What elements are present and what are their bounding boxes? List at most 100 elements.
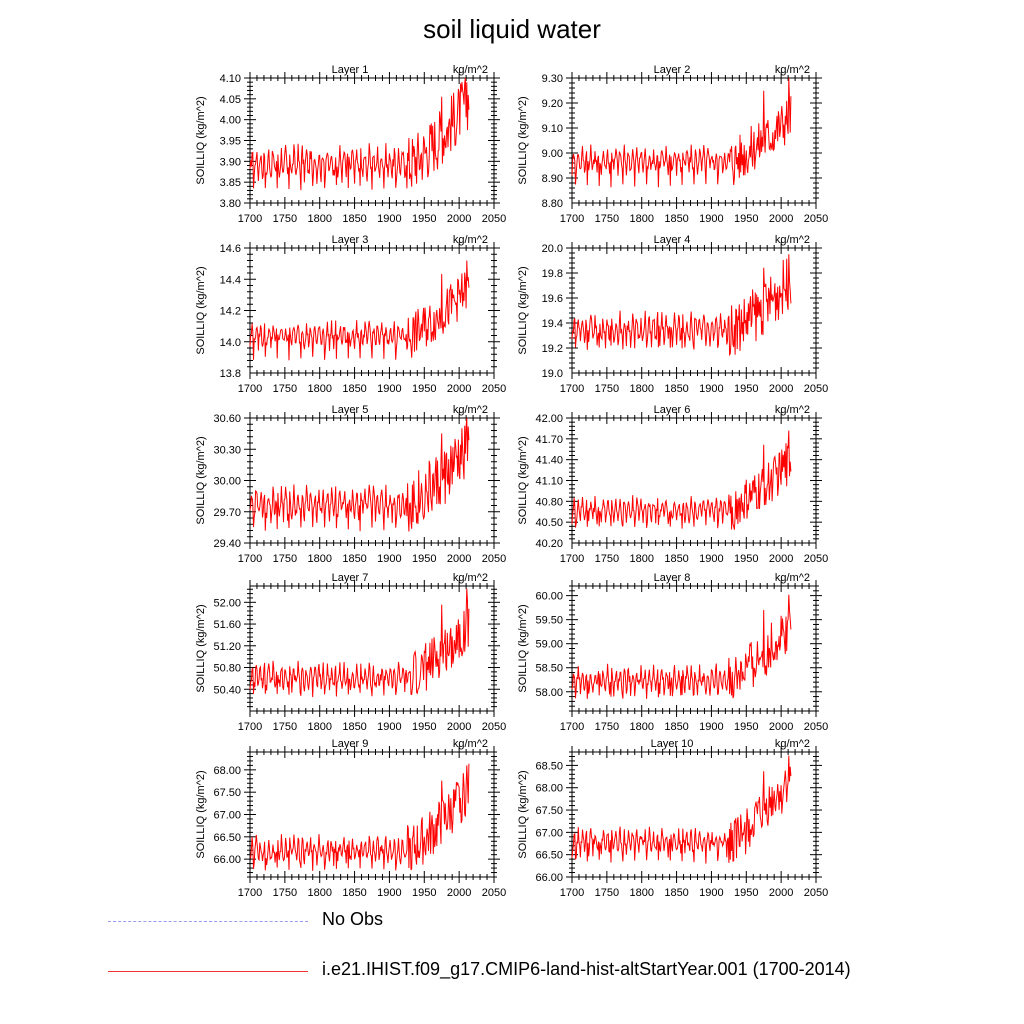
x-tick-label: 1950 <box>412 383 436 395</box>
y-axis-label: SOILLIQ (kg/m^2) <box>517 770 529 858</box>
x-tick-label: 2050 <box>804 721 828 733</box>
x-tick-label: 1750 <box>273 553 297 565</box>
y-axis-label: SOILLIQ (kg/m^2) <box>195 436 207 524</box>
x-tick-label: 1900 <box>699 553 723 565</box>
x-tick-label: 1750 <box>595 383 619 395</box>
y-tick-label: 14.4 <box>220 274 241 286</box>
x-tick-label: 1750 <box>595 553 619 565</box>
x-tick-label: 2050 <box>482 383 506 395</box>
panel-units: kg/m^2 <box>453 404 488 416</box>
panel-units: kg/m^2 <box>453 64 488 76</box>
y-tick-label: 30.30 <box>213 444 241 456</box>
x-tick-label: 2000 <box>447 383 471 395</box>
series-line <box>249 763 470 871</box>
y-axis-label: SOILLIQ (kg/m^2) <box>517 436 529 524</box>
series-line <box>249 588 470 698</box>
panel-4: Layer 4 kg/m^2 SOILLIQ (kg/m^2) 1700 1750 180… <box>517 234 828 395</box>
x-tick-label: 2050 <box>804 213 828 225</box>
panel-title: Layer 4 <box>654 234 691 246</box>
y-tick-label: 19.8 <box>542 268 563 280</box>
series-line <box>571 594 792 699</box>
y-tick-label: 8.90 <box>542 173 563 185</box>
x-tick-label: 1800 <box>307 213 331 225</box>
y-axis-label: SOILLIQ (kg/m^2) <box>195 770 207 858</box>
x-tick-label: 1850 <box>342 383 366 395</box>
panel-units: kg/m^2 <box>775 234 810 246</box>
x-tick-label: 1750 <box>595 213 619 225</box>
legend-entry-no-obs: No Obs <box>0 907 1024 937</box>
x-tick-label: 2050 <box>804 553 828 565</box>
x-tick-label: 1800 <box>629 887 653 899</box>
x-tick-label: 1800 <box>629 721 653 733</box>
x-tick-label: 1900 <box>377 213 401 225</box>
y-tick-label: 29.40 <box>213 538 241 550</box>
y-tick-label: 40.80 <box>535 496 563 508</box>
y-axis-label: SOILLIQ (kg/m^2) <box>195 96 207 184</box>
panel-title: Layer 7 <box>332 572 369 584</box>
legend-solid-line <box>108 971 308 972</box>
x-tick-label: 1950 <box>734 553 758 565</box>
y-tick-label: 66.00 <box>213 854 241 866</box>
legend-dashed-line <box>108 921 308 922</box>
x-tick-label: 1750 <box>595 887 619 899</box>
x-tick-label: 2000 <box>447 721 471 733</box>
x-tick-label: 1700 <box>560 383 584 395</box>
x-tick-label: 2050 <box>482 213 506 225</box>
x-tick-label: 1750 <box>273 887 297 899</box>
panel-8: Layer 8 kg/m^2 SOILLIQ (kg/m^2) 1700 1750 180… <box>517 572 828 733</box>
y-tick-label: 3.80 <box>220 198 241 210</box>
panel-title: Layer 1 <box>332 64 369 76</box>
x-tick-label: 2000 <box>769 887 793 899</box>
x-tick-label: 1750 <box>273 721 297 733</box>
x-tick-label: 1950 <box>412 553 436 565</box>
y-tick-label: 30.00 <box>213 476 241 488</box>
x-tick-label: 1800 <box>629 213 653 225</box>
x-tick-label: 1800 <box>307 887 331 899</box>
y-tick-label: 50.40 <box>213 684 241 696</box>
y-tick-label: 66.50 <box>535 850 563 862</box>
x-tick-label: 1850 <box>664 553 688 565</box>
y-tick-label: 51.60 <box>213 619 241 631</box>
y-tick-label: 30.60 <box>213 413 241 425</box>
y-tick-label: 19.0 <box>542 368 563 380</box>
x-tick-label: 1950 <box>412 721 436 733</box>
x-tick-label: 1800 <box>629 383 653 395</box>
plot-frame <box>571 77 817 204</box>
x-tick-label: 1900 <box>377 383 401 395</box>
y-tick-label: 41.70 <box>535 434 563 446</box>
x-tick-label: 1900 <box>377 887 401 899</box>
panel-title: Layer 2 <box>654 64 691 76</box>
x-tick-label: 1850 <box>664 721 688 733</box>
panel-units: kg/m^2 <box>775 572 810 584</box>
panel-title: Layer 5 <box>332 404 369 416</box>
x-tick-label: 1700 <box>238 553 262 565</box>
x-tick-label: 2000 <box>769 721 793 733</box>
series-line <box>249 260 470 361</box>
panel-units: kg/m^2 <box>775 738 810 750</box>
y-tick-label: 9.20 <box>542 98 563 110</box>
y-tick-label: 19.6 <box>542 293 563 305</box>
x-tick-label: 1700 <box>238 383 262 395</box>
y-tick-label: 67.00 <box>535 827 563 839</box>
y-tick-label: 59.00 <box>535 639 563 651</box>
x-tick-label: 1750 <box>595 721 619 733</box>
x-tick-label: 2000 <box>769 383 793 395</box>
panel-2: Layer 2 kg/m^2 SOILLIQ (kg/m^2) 1700 1750 180… <box>517 64 828 225</box>
x-tick-label: 1750 <box>273 213 297 225</box>
x-tick-label: 1900 <box>377 721 401 733</box>
y-tick-label: 58.00 <box>535 687 563 699</box>
x-tick-label: 1900 <box>699 383 723 395</box>
x-tick-label: 1900 <box>377 553 401 565</box>
y-tick-label: 66.00 <box>535 872 563 884</box>
panel-3: Layer 3 kg/m^2 SOILLIQ (kg/m^2) 1700 1750 180… <box>195 234 506 395</box>
y-tick-label: 52.00 <box>213 597 241 609</box>
x-tick-label: 1750 <box>273 383 297 395</box>
x-tick-label: 2000 <box>447 887 471 899</box>
y-tick-label: 20.0 <box>542 243 563 255</box>
y-tick-label: 58.50 <box>535 663 563 675</box>
y-tick-label: 8.80 <box>542 198 563 210</box>
y-tick-label: 67.50 <box>213 787 241 799</box>
panel-title: Layer 8 <box>654 572 691 584</box>
panel-title: Layer 3 <box>332 234 369 246</box>
panel-units: kg/m^2 <box>453 234 488 246</box>
